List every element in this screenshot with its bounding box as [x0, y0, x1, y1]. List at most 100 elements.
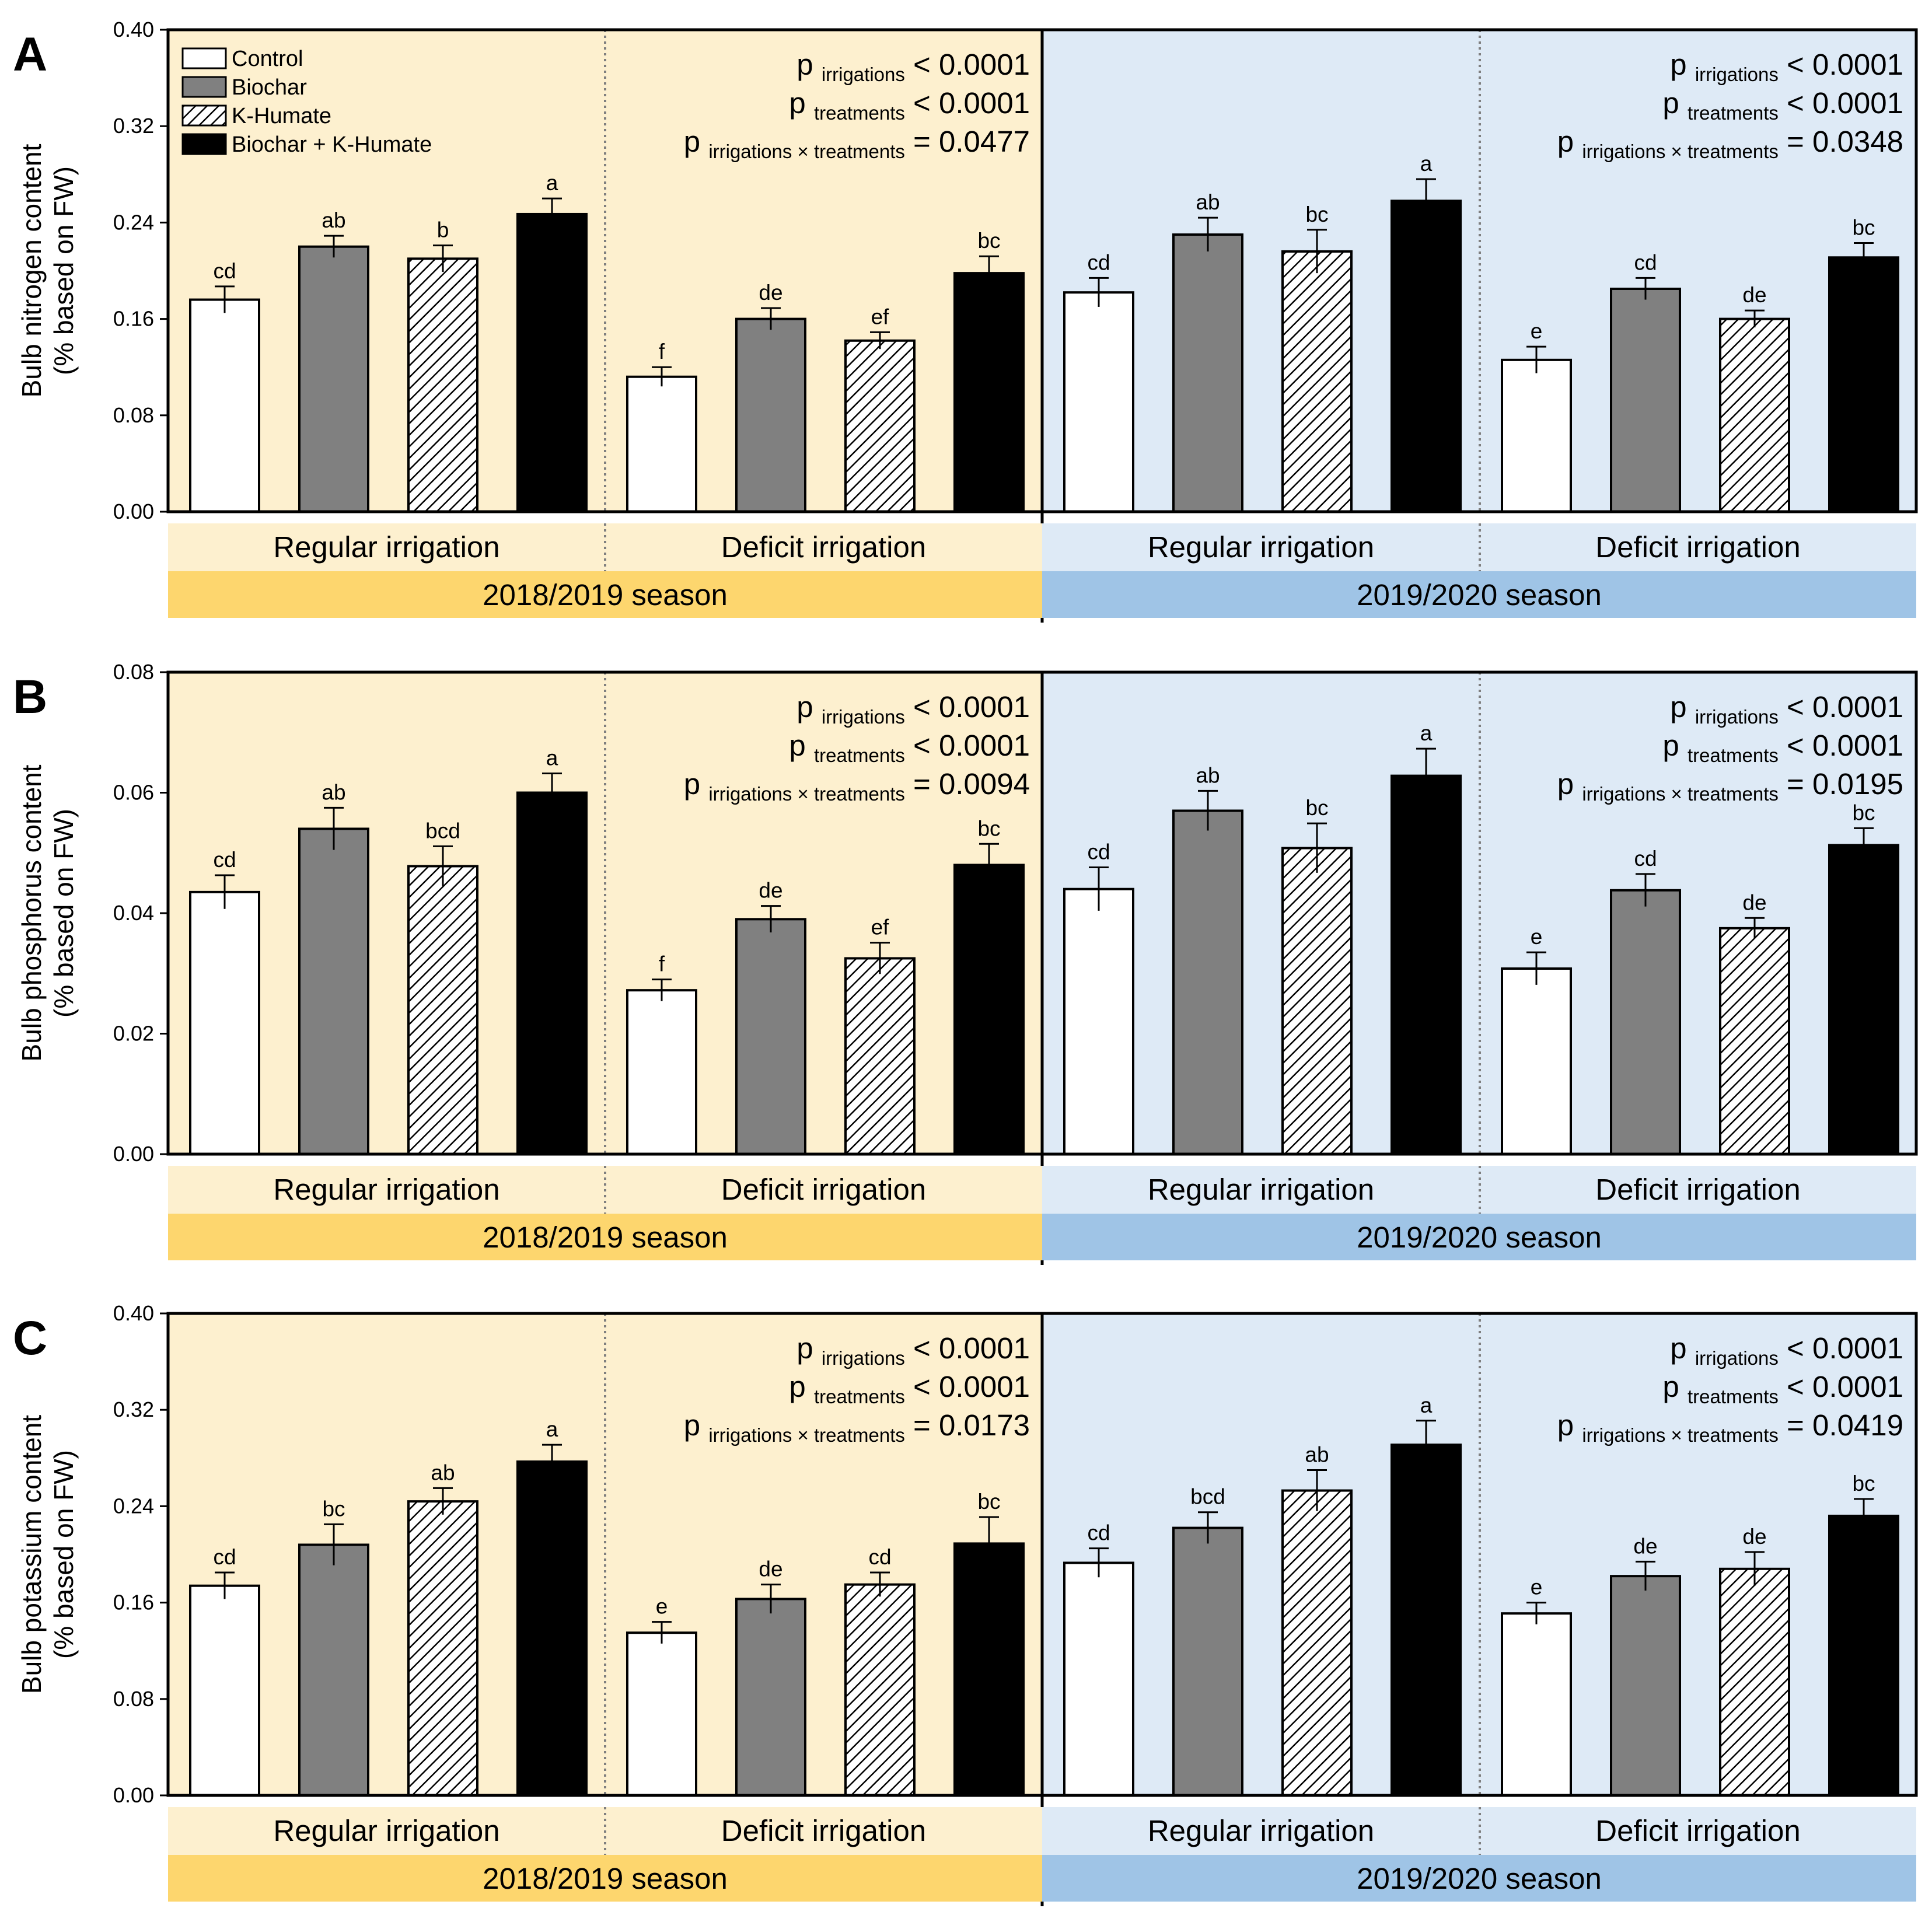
stat-p-treatments: p treatments < 0.0001: [1662, 1370, 1903, 1407]
bar-s1-deficit-khumate: [844, 339, 916, 513]
bar-s2-regular-control: [1063, 291, 1134, 513]
stat-value: < 0.0001: [905, 1370, 1030, 1403]
irrigation-label: Regular irrigation: [273, 1814, 499, 1847]
bar-s1-deficit-biochar: [735, 1598, 806, 1797]
season-label-2018: 2018/2019 season: [483, 1221, 728, 1254]
bar-s2-regular-biochar: [1172, 809, 1243, 1155]
stat-value: < 0.0001: [905, 690, 1030, 724]
significance-letter: a: [546, 171, 558, 195]
panel-a: A 0.00 0.08 0.16 0.24 0.32 0.40 Bulb nitrogen c…: [13, 18, 1918, 623]
irrigation-label: Deficit irrigation: [721, 1814, 926, 1847]
significance-letter: b: [437, 218, 449, 242]
bar-s1-regular-biochar: [298, 1543, 369, 1797]
stat-subscript: irrigations: [1695, 1347, 1779, 1369]
y-tick-label: 0.24: [113, 210, 154, 234]
bar-s1-regular-khumate: [407, 865, 478, 1155]
irrigation-label: Regular irrigation: [273, 530, 499, 564]
season-label-2018: 2018/2019 season: [483, 1862, 728, 1895]
bar-s2-regular-control: [1063, 887, 1134, 1155]
significance-letter: bc: [1852, 1472, 1875, 1495]
stat-p-symbol: p: [796, 48, 822, 81]
stat-p-symbol: p: [789, 1370, 814, 1403]
legend-swatch-khumate: [181, 104, 227, 127]
y-axis-title: Bulb nitrogen content: [16, 144, 47, 397]
stat-p-irrigations: p irrigations < 0.0001: [796, 1332, 1030, 1369]
band-2019-season: [1042, 1855, 1916, 1902]
stat-p-interaction: p irrigations × treatments = 0.0094: [684, 767, 1030, 805]
y-axis-title: Bulb phosphorus content: [16, 764, 47, 1061]
band-2018-season: [168, 1855, 1042, 1902]
stat-p-irrigations: p irrigations < 0.0001: [1670, 48, 1903, 85]
stat-p-irrigations: p irrigations < 0.0001: [796, 48, 1030, 85]
stat-p-symbol: p: [796, 1332, 822, 1365]
significance-letter: e: [1531, 1575, 1543, 1599]
stat-p-interaction: p irrigations × treatments = 0.0477: [684, 125, 1030, 162]
significance-letter: a: [546, 1417, 558, 1441]
band-2019-season: [1042, 571, 1916, 618]
bar-s2-regular-biochar: [1172, 1526, 1243, 1797]
stat-p-symbol: p: [789, 729, 814, 762]
stat-subscript: irrigations: [822, 1347, 905, 1369]
stat-p-symbol: p: [1662, 1370, 1688, 1403]
significance-letter: a: [1420, 1393, 1433, 1417]
bar-s2-deficit-khumate: [1719, 317, 1790, 513]
significance-letter: e: [1531, 319, 1543, 343]
stat-p-interaction: p irrigations × treatments = 0.0195: [1557, 767, 1903, 805]
significance-letter: bcd: [1190, 1485, 1225, 1509]
stat-p-irrigations: p irrigations < 0.0001: [796, 690, 1030, 728]
bar-s2-deficit-combo: [1828, 1514, 1899, 1797]
stat-subscript: irrigations × treatments: [708, 783, 905, 805]
significance-letter: de: [759, 879, 782, 903]
bar-s1-deficit-control: [626, 375, 697, 513]
stat-value: < 0.0001: [1779, 1332, 1903, 1365]
stat-value: < 0.0001: [1779, 690, 1903, 724]
stat-subscript: irrigations: [822, 64, 905, 85]
band-2018-season: [168, 1214, 1042, 1260]
bar-s2-regular-combo: [1391, 1444, 1462, 1797]
stat-subscript: irrigations: [1695, 706, 1779, 728]
stat-p-treatments: p treatments < 0.0001: [789, 86, 1030, 124]
bar-s2-regular-biochar: [1172, 233, 1243, 513]
stat-p-symbol: p: [684, 767, 709, 801]
y-tick-label: 0.08: [113, 1687, 154, 1711]
season-label-2019: 2019/2020 season: [1357, 1221, 1602, 1254]
y-tick-label: 0.00: [113, 1783, 154, 1807]
stat-p-symbol: p: [1670, 1332, 1695, 1365]
significance-letter: bc: [1305, 796, 1328, 820]
irrigation-label: Deficit irrigation: [1595, 530, 1800, 564]
significance-letter: ef: [871, 305, 890, 329]
bar-s1-regular-combo: [516, 1460, 588, 1797]
y-axis-subtitle: (% based on FW): [48, 166, 79, 375]
y-axis-subtitle: (% based on FW): [48, 1450, 79, 1659]
bar-s1-regular-biochar: [298, 245, 369, 513]
stat-value: = 0.0173: [905, 1409, 1030, 1442]
panel-letter: A: [13, 28, 47, 81]
bar-s1-deficit-combo: [953, 1542, 1025, 1797]
stat-value: < 0.0001: [905, 48, 1030, 81]
significance-letter: bc: [977, 1490, 1000, 1514]
bar-s2-deficit-control: [1501, 1612, 1572, 1797]
bar-s2-regular-control: [1063, 1561, 1134, 1797]
stat-value: = 0.0348: [1779, 125, 1903, 158]
significance-letter: bc: [977, 816, 1000, 840]
bar-s2-regular-khumate: [1281, 250, 1353, 513]
significance-letter: de: [1742, 283, 1766, 307]
bar-s2-deficit-biochar: [1610, 287, 1681, 513]
significance-letter: a: [1420, 721, 1433, 745]
stat-p-treatments: p treatments < 0.0001: [1662, 729, 1903, 766]
stat-subscript: irrigations × treatments: [1582, 783, 1779, 805]
stat-value: = 0.0419: [1779, 1409, 1903, 1442]
stat-p-interaction: p irrigations × treatments = 0.0348: [1557, 125, 1903, 162]
significance-letter: de: [1742, 890, 1766, 914]
significance-letter: ab: [322, 780, 345, 804]
stat-subscript: irrigations: [822, 706, 905, 728]
stat-subscript: treatments: [814, 102, 905, 124]
y-tick-label: 0.06: [113, 781, 154, 805]
significance-letter: cd: [213, 1545, 236, 1569]
significance-letter: cd: [1087, 1521, 1110, 1545]
significance-letter: a: [546, 746, 558, 770]
bar-s1-deficit-combo: [953, 272, 1025, 513]
bar-s1-regular-combo: [516, 791, 588, 1155]
y-tick-label: 0.24: [113, 1494, 154, 1518]
bar-s2-regular-combo: [1391, 200, 1462, 513]
